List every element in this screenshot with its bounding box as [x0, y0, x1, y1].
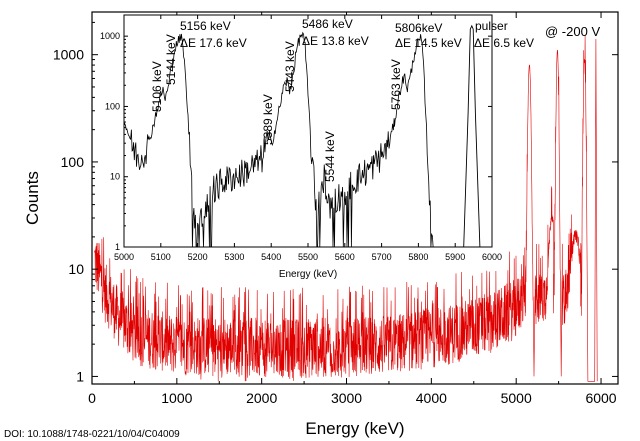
inset-xtick-label: 5200: [188, 252, 208, 262]
peak-label: 5443 keV: [283, 41, 297, 92]
main-xtick-label: 3000: [331, 390, 362, 406]
inset-pulser-line: [463, 24, 481, 248]
inset-ytick-label: 100: [105, 101, 120, 111]
main-xtick-label: 6000: [585, 390, 616, 406]
inset-xtick-label: 5700: [372, 252, 392, 262]
main-xaxis-title: Energy (keV): [305, 419, 404, 438]
main-ytick-label: 10: [68, 261, 84, 277]
main-spectrum-line: [94, 35, 598, 382]
peak-label: 5106 keV: [150, 61, 164, 112]
peak-label: 5806keV: [395, 21, 442, 35]
main-frame: [91, 11, 619, 385]
main-ytick-label: 100: [61, 154, 85, 170]
inset-xtick-label: 5900: [445, 252, 465, 262]
inset-xaxis-title: Energy (keV): [279, 269, 337, 280]
inset-xtick-label: 6000: [482, 252, 502, 262]
peak-label: ΔE 17.6 keV: [180, 36, 247, 50]
doi-text: DOI: 10.1088/1748-0221/10/04/C04009: [4, 429, 180, 440]
peak-label: ΔE 6.5 keV: [474, 36, 534, 50]
peak-label: 5763 keV: [389, 59, 403, 110]
peak-label: 5486 keV: [302, 17, 353, 31]
peak-label: 5544 keV: [323, 131, 337, 182]
inset-xtick-label: 5000: [114, 252, 134, 262]
voltage-annotation: @ -200 V: [545, 24, 600, 39]
inset-xtick-label: 5600: [335, 252, 355, 262]
inset-xtick-label: 5300: [224, 252, 244, 262]
peak-label: pulser: [475, 19, 508, 33]
inset-ytick-label: 1: [115, 242, 120, 252]
main-xtick-label: 1000: [161, 390, 192, 406]
peak-label: 5156 keV: [180, 19, 231, 33]
inset-ytick-label: 10: [110, 172, 120, 182]
peak-label: ΔE 14.5 keV: [395, 36, 462, 50]
inset-ytick-label: 1000: [100, 31, 120, 41]
inset-xtick-label: 5500: [298, 252, 318, 262]
main-xtick-label: 0: [88, 390, 96, 406]
inset-plot: 5000 5100 5200 5300 5400 5500 5600 5700 5800 5900…: [100, 14, 534, 280]
inset-xtick-label: 5100: [151, 252, 171, 262]
main-ytick-label: 1: [76, 368, 84, 384]
main-xtick-label: 5000: [501, 390, 532, 406]
main-xtick-label: 4000: [416, 390, 447, 406]
main-yaxis-title: Counts: [23, 171, 42, 225]
inset-spectrum-line: [123, 31, 434, 248]
peak-label: 5144 keV: [164, 34, 178, 85]
main-ytick-label: 1000: [53, 47, 84, 63]
peak-label: 5389 keV: [261, 94, 275, 145]
main-plot: 0 1000 2000 3000 4000 5000 6000 1 10 100 1000 Energ…: [23, 11, 619, 438]
peak-label: ΔE 13.8 keV: [302, 34, 369, 48]
main-xtick-label: 2000: [246, 390, 277, 406]
inset-xtick-label: 5400: [261, 252, 281, 262]
inset-xtick-label: 5800: [408, 252, 428, 262]
